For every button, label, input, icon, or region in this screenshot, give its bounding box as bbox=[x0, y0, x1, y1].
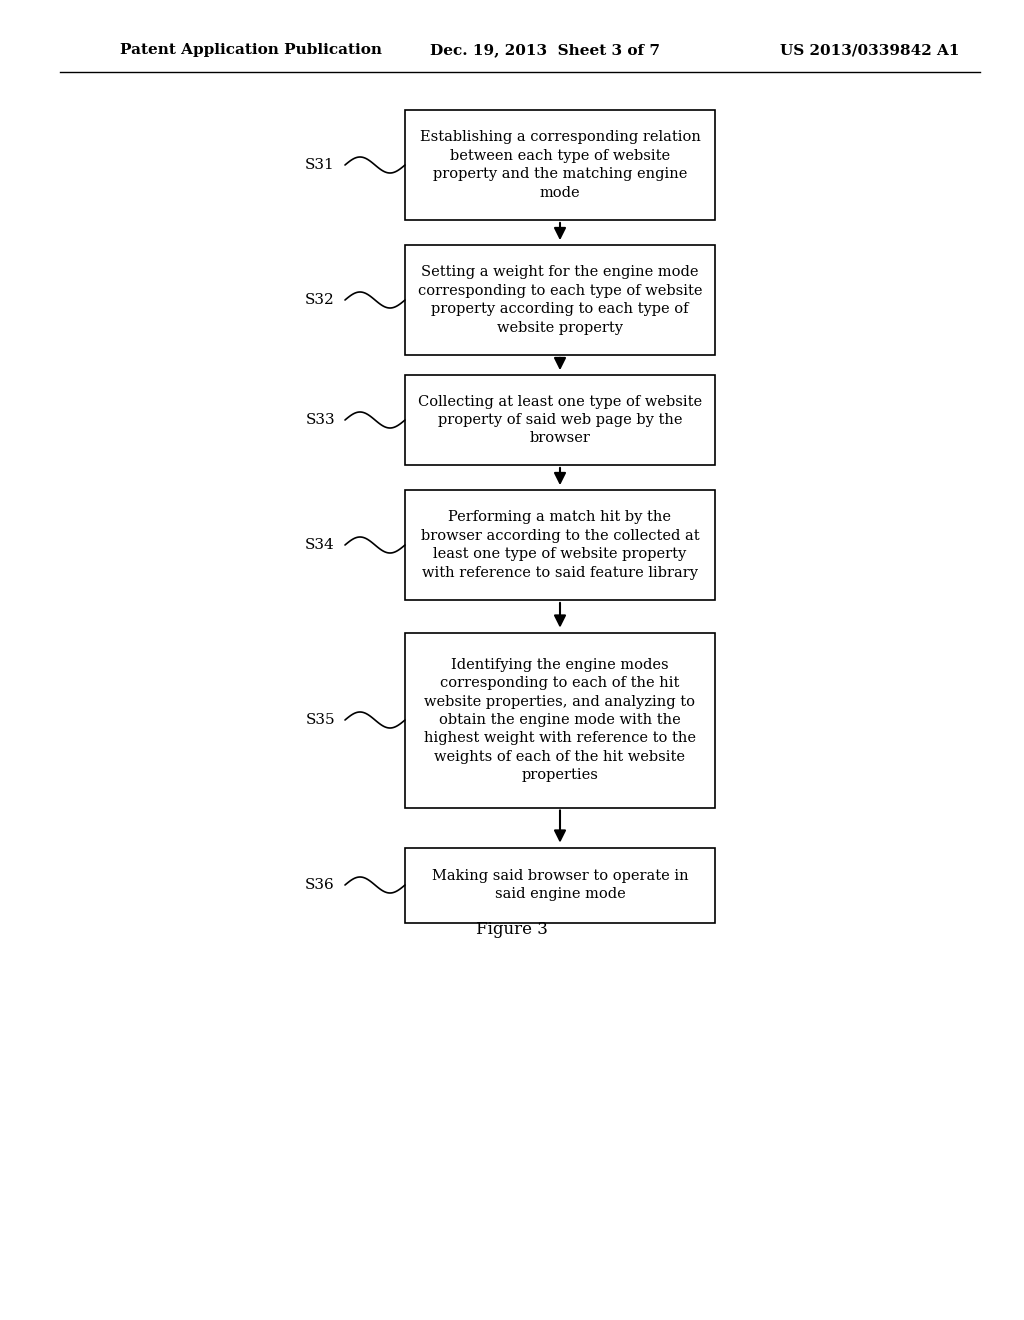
FancyBboxPatch shape bbox=[406, 632, 715, 808]
Text: S33: S33 bbox=[305, 413, 335, 426]
FancyBboxPatch shape bbox=[406, 490, 715, 601]
FancyBboxPatch shape bbox=[406, 246, 715, 355]
Text: Patent Application Publication: Patent Application Publication bbox=[120, 44, 382, 57]
Text: S34: S34 bbox=[305, 539, 335, 552]
Text: S31: S31 bbox=[305, 158, 335, 172]
Text: Performing a match hit by the
browser according to the collected at
least one ty: Performing a match hit by the browser ac… bbox=[421, 511, 699, 579]
Text: Collecting at least one type of website
property of said web page by the
browser: Collecting at least one type of website … bbox=[418, 395, 702, 445]
FancyBboxPatch shape bbox=[406, 847, 715, 923]
Text: Identifying the engine modes
corresponding to each of the hit
website properties: Identifying the engine modes correspondi… bbox=[424, 657, 696, 783]
FancyBboxPatch shape bbox=[406, 110, 715, 220]
Text: US 2013/0339842 A1: US 2013/0339842 A1 bbox=[780, 44, 959, 57]
Text: S35: S35 bbox=[305, 713, 335, 727]
Text: Dec. 19, 2013  Sheet 3 of 7: Dec. 19, 2013 Sheet 3 of 7 bbox=[430, 44, 660, 57]
Text: S32: S32 bbox=[305, 293, 335, 308]
Text: Figure 3: Figure 3 bbox=[476, 921, 548, 939]
Text: Setting a weight for the engine mode
corresponding to each type of website
prope: Setting a weight for the engine mode cor… bbox=[418, 265, 702, 334]
Text: Making said browser to operate in
said engine mode: Making said browser to operate in said e… bbox=[432, 869, 688, 902]
Text: Establishing a corresponding relation
between each type of website
property and : Establishing a corresponding relation be… bbox=[420, 131, 700, 199]
FancyBboxPatch shape bbox=[406, 375, 715, 465]
Text: S36: S36 bbox=[305, 878, 335, 892]
